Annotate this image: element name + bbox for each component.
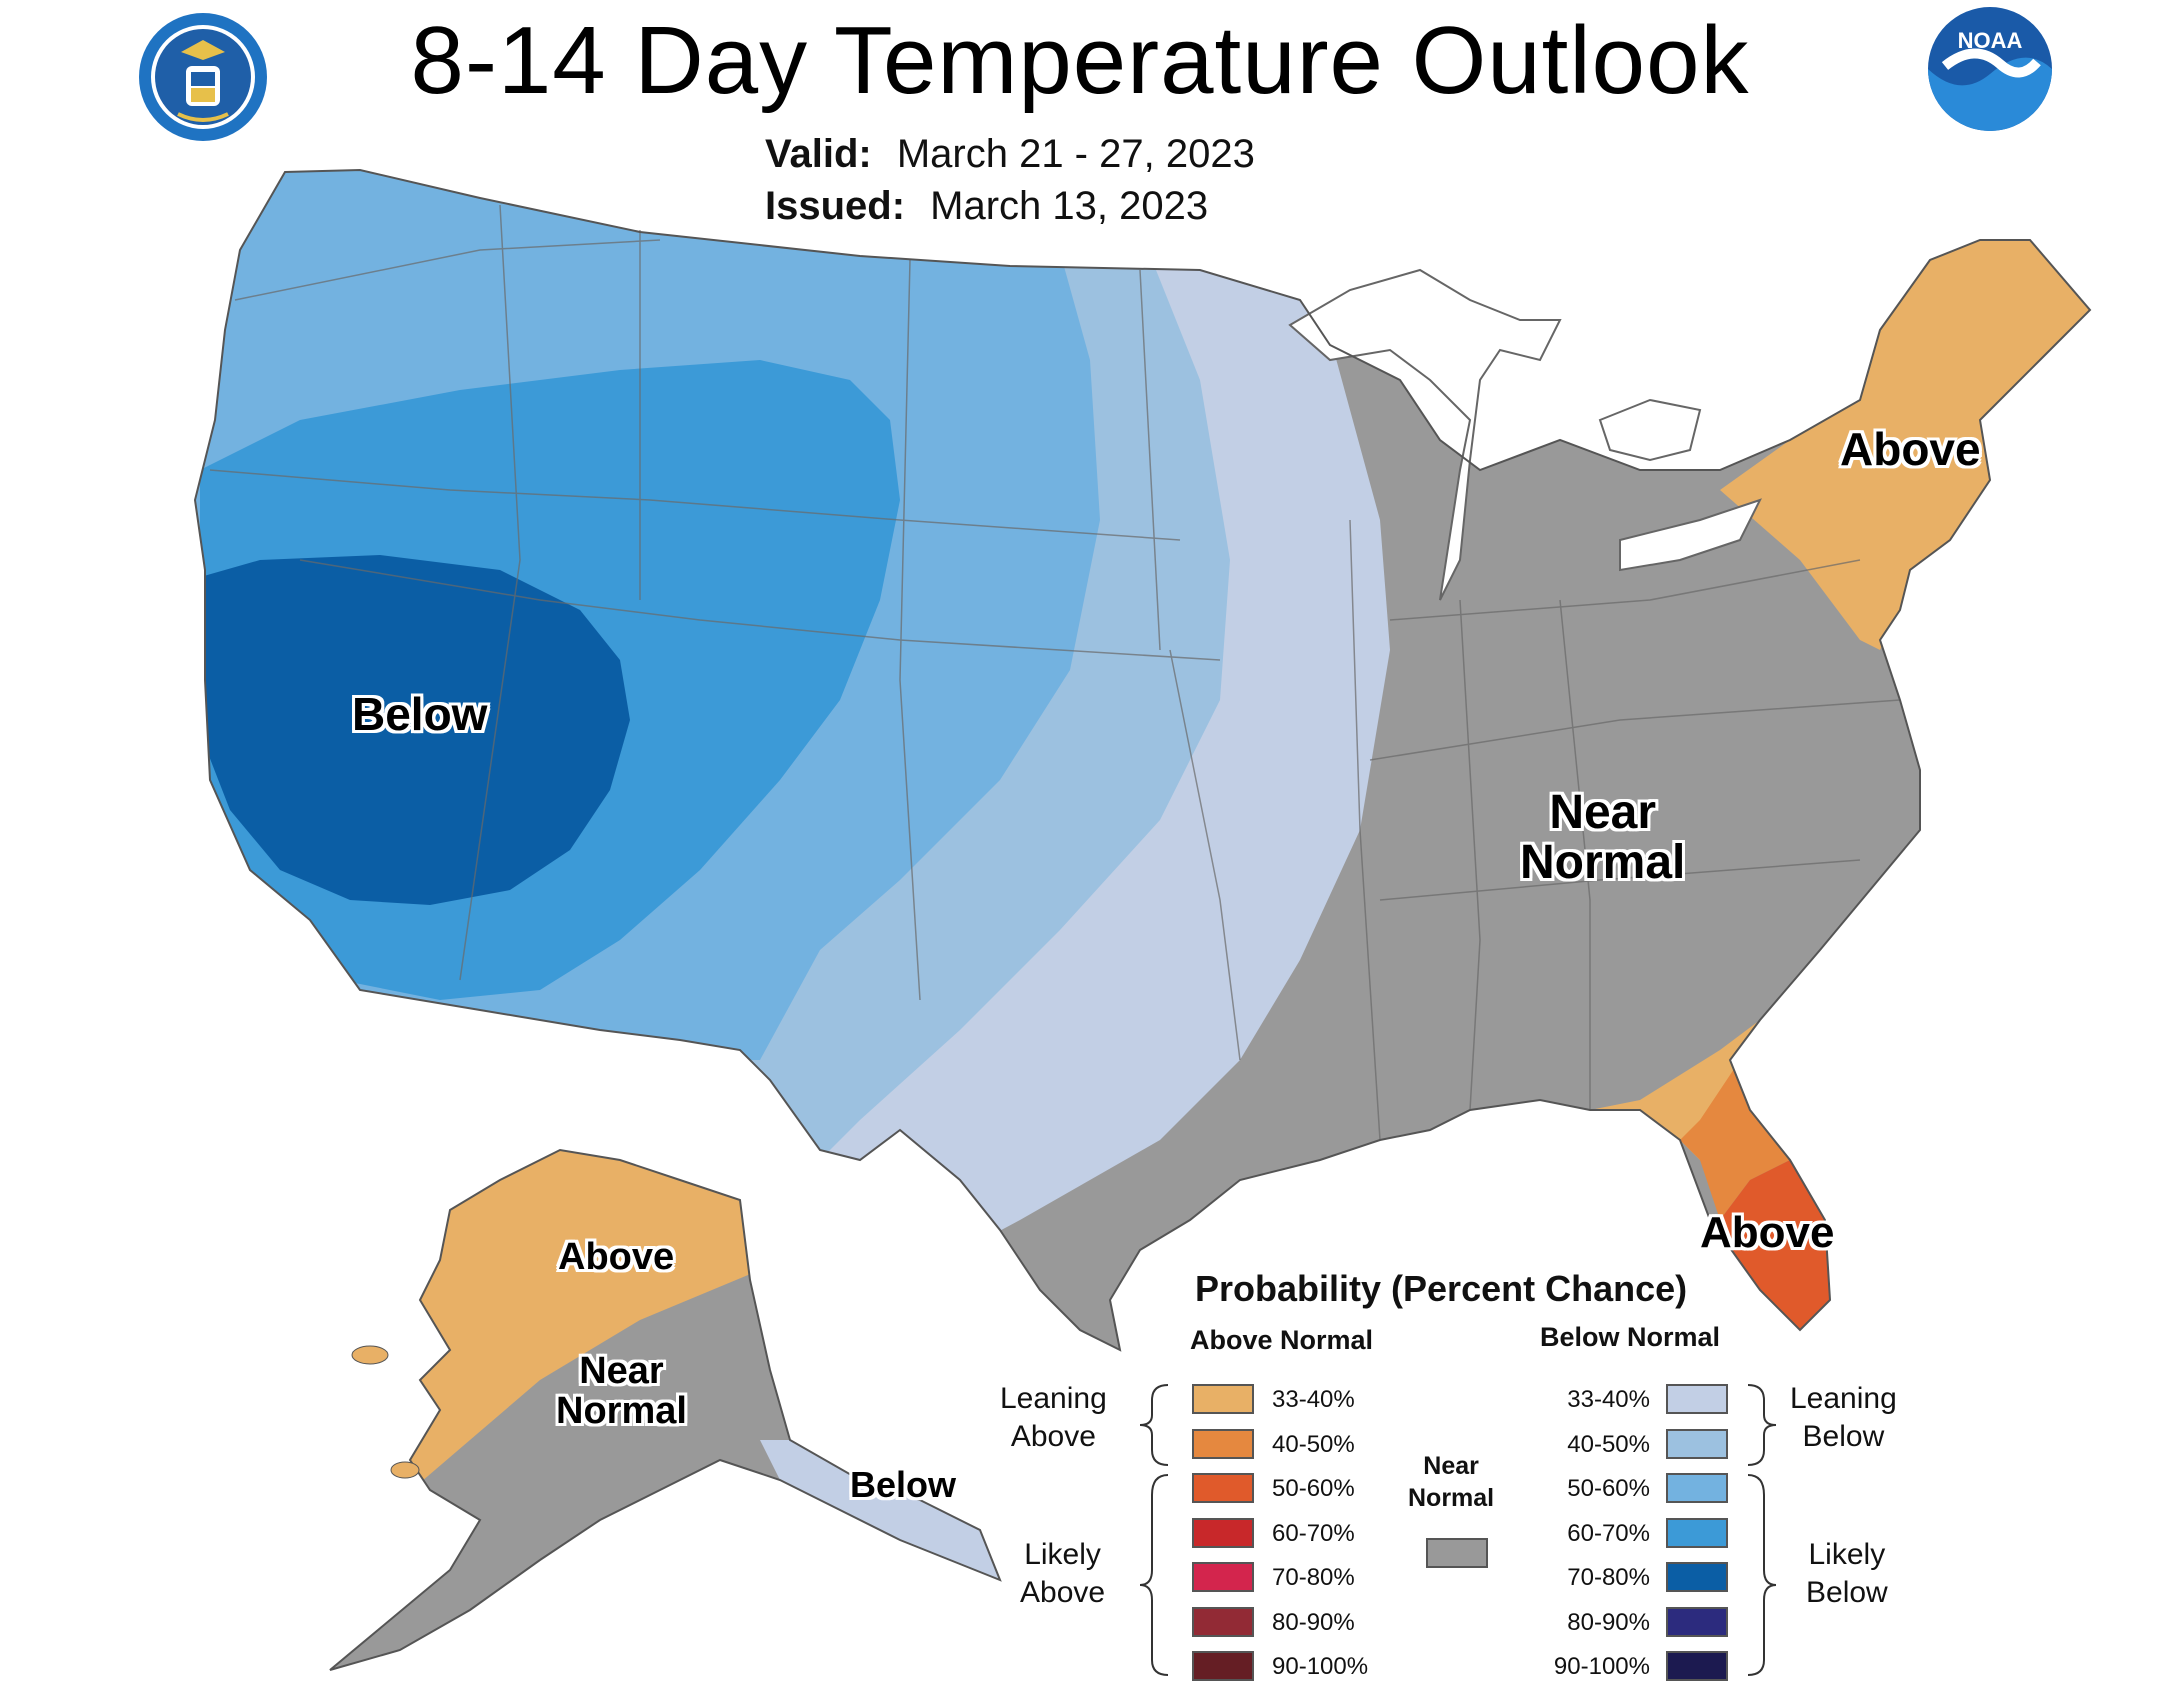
label-alaska-below: Below: [850, 1464, 957, 1505]
department-of-commerce-seal: [139, 13, 267, 141]
noaa-logo: NOAA: [1928, 7, 2052, 131]
below-swatch-0: [1666, 1384, 1728, 1414]
label-east-line2: Normal: [1520, 836, 1686, 890]
above-label-5: 80-90%: [1272, 1608, 1355, 1636]
legend-likely-above: Likely Above: [1020, 1536, 1105, 1612]
below-swatch-2: [1666, 1473, 1728, 1503]
above-label-1: 40-50%: [1272, 1430, 1355, 1458]
label-florida-above: Above: [1700, 1208, 1835, 1257]
below-label-0: 33-40%: [1567, 1386, 1650, 1413]
legend-likely-below-line2: Below: [1806, 1576, 1888, 1609]
great-lakes: [1288, 268, 1762, 601]
above-swatch-2: [1192, 1473, 1254, 1503]
issued-value: March 13, 2023: [930, 184, 1209, 228]
noaa-logo-text: NOAA: [1958, 28, 2023, 53]
conus-outline: [193, 168, 2092, 1352]
legend-likely-above-line2: Above: [1020, 1576, 1106, 1609]
legend-leaning-below: Leaning Below: [1790, 1380, 1897, 1456]
above-swatch-0: [1192, 1384, 1254, 1414]
legend-likely-below-line1: Likely: [1808, 1538, 1886, 1571]
legend-leaning-above-line2: Above: [1010, 1420, 1096, 1453]
below-label-1: 40-50%: [1567, 1430, 1650, 1458]
above-swatch-3: [1192, 1517, 1254, 1548]
label-northeast-above: Above: [1840, 423, 1981, 475]
label-alaska-line1: Near: [579, 1350, 664, 1392]
label-east-near-normal: Near Normal: [1520, 786, 1686, 890]
above-swatch-5: [1192, 1606, 1254, 1637]
above-swatch-1: [1192, 1428, 1254, 1459]
legend-title: Probability (Percent Chance): [1195, 1268, 1688, 1309]
legend-likely-above-line1: Likely: [1024, 1538, 1101, 1571]
legend-leaning-below-line2: Below: [1802, 1420, 1885, 1453]
below-swatch-5: [1666, 1606, 1728, 1637]
above-label-0: 33-40%: [1272, 1386, 1355, 1413]
below-swatch-1: [1666, 1428, 1728, 1459]
legend-near-normal-swatch: [1426, 1538, 1488, 1568]
legend-leaning-below-line1: Leaning: [1790, 1382, 1897, 1415]
below-swatch-4: [1666, 1562, 1728, 1592]
above-label-4: 70-80%: [1272, 1564, 1355, 1591]
label-west-below: Below: [352, 688, 488, 740]
legend-near-normal-line1: Near: [1423, 1452, 1479, 1480]
above-label-3: 60-70%: [1272, 1519, 1355, 1547]
label-alaska-near-normal: Near Normal: [556, 1350, 687, 1432]
label-alaska-line2: Normal: [556, 1389, 687, 1432]
valid-label: Valid:: [765, 132, 872, 176]
valid-issued-dates: Valid: March 21 - 27, 2023 Issued: March…: [765, 128, 1255, 232]
valid-value: March 21 - 27, 2023: [896, 132, 1255, 176]
below-swatch-3: [1666, 1517, 1728, 1548]
label-east-line1: Near: [1549, 786, 1657, 839]
legend-near-normal: Near Normal: [1408, 1450, 1494, 1514]
below-label-3: 60-70%: [1567, 1519, 1650, 1547]
issued-row: Issued: March 13, 2023: [765, 180, 1255, 232]
legend-leaning-above: Leaning Above: [1000, 1380, 1107, 1456]
legend-near-normal-line2: Normal: [1408, 1484, 1495, 1512]
issued-label: Issued:: [765, 184, 906, 228]
below-label-4: 70-80%: [1567, 1564, 1650, 1591]
above-label-2: 50-60%: [1272, 1475, 1355, 1502]
valid-row: Valid: March 21 - 27, 2023: [765, 128, 1255, 180]
above-swatch-4: [1192, 1562, 1254, 1592]
legend-below-header: Below Normal: [1540, 1322, 1721, 1352]
below-label-2: 50-60%: [1567, 1475, 1650, 1502]
below-label-5: 80-90%: [1567, 1608, 1650, 1636]
page-title: 8-14 Day Temperature Outlook: [410, 7, 1750, 114]
legend-above-header: Above Normal: [1190, 1325, 1374, 1355]
legend-leaning-above-line1: Leaning: [1000, 1382, 1107, 1415]
label-alaska-above: Above: [558, 1236, 675, 1278]
legend-likely-below: Likely Below: [1806, 1536, 1888, 1612]
state-boundaries: [209, 204, 1901, 1141]
